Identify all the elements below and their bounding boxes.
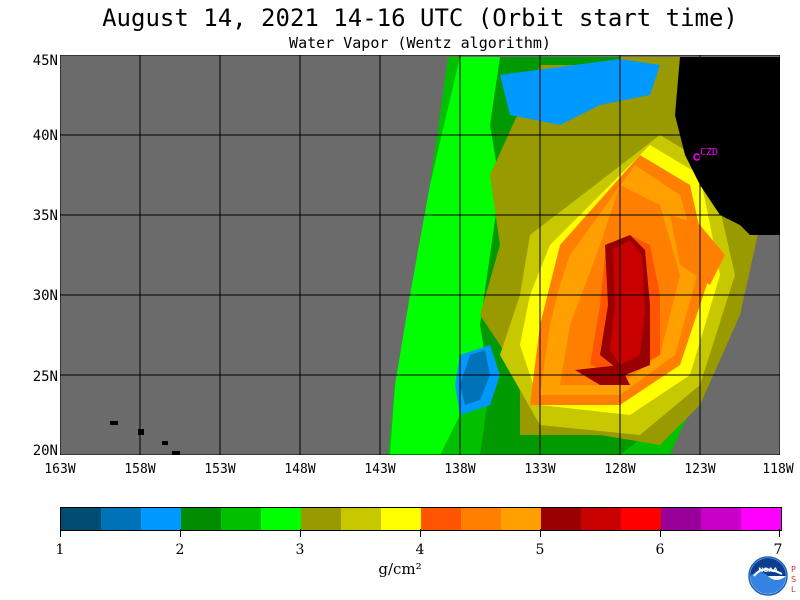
lat-label-40n: 40N: [32, 128, 58, 144]
lon-label-163w: 163W: [44, 462, 76, 477]
colorbar-swatch: [141, 508, 181, 530]
lon-label-158w: 158W: [124, 462, 156, 477]
colorbar: [60, 507, 782, 531]
colorbar-label-7: 7: [773, 542, 783, 558]
colorbar-label-5: 5: [535, 542, 545, 558]
colorbar-swatch: [61, 508, 101, 530]
colorbar-swatch: [461, 508, 501, 530]
lon-label-153w: 153W: [204, 462, 236, 477]
colorbar-swatch: [621, 508, 661, 530]
svg-text:S: S: [791, 575, 796, 584]
island: [110, 421, 118, 425]
island: [138, 429, 144, 435]
psl-logo-letters: P S L: [791, 565, 796, 594]
colorbar-swatch: [261, 508, 301, 530]
colorbar-swatch: [381, 508, 421, 530]
lat-label-30n: 30N: [32, 288, 58, 304]
lon-label-148w: 148W: [284, 462, 316, 477]
noaa-logo-icon: NOAA: [748, 556, 788, 596]
colorbar-label-6: 6: [655, 542, 665, 558]
lon-label-133w: 133W: [524, 462, 556, 477]
map-subtitle: Water Vapor (Wentz algorithm): [289, 34, 551, 52]
colorbar-label-4: 4: [415, 542, 425, 558]
island: [162, 441, 168, 445]
colorbar-swatch: [581, 508, 621, 530]
lat-label-35n: 35N: [32, 208, 58, 224]
colorbar-swatch: [301, 508, 341, 530]
colorbar-swatch: [661, 508, 701, 530]
lat-label-25n: 25N: [32, 369, 58, 385]
colorbar-label-1: 1: [55, 542, 65, 558]
colorbar-swatch: [101, 508, 141, 530]
svg-text:L: L: [791, 585, 796, 594]
map-title: August 14, 2021 14-16 UTC (Orbit start t…: [102, 4, 738, 32]
station-label: CZD: [700, 147, 718, 158]
colorbar-swatch: [341, 508, 381, 530]
land-coast: [675, 57, 780, 235]
svg-text:P: P: [791, 565, 796, 574]
lon-label-118w: 118W: [762, 462, 794, 477]
colorbar-swatch: [421, 508, 461, 530]
lon-label-138w: 138W: [444, 462, 476, 477]
svg-text:NOAA: NOAA: [758, 567, 778, 574]
colorbar-swatch: [221, 508, 261, 530]
lat-label-45n: 45N: [32, 53, 58, 69]
colorbar-swatch: [701, 508, 741, 530]
colorbar-swatch: [741, 508, 781, 530]
water-vapor-map: CZD: [60, 55, 780, 455]
colorbar-label-3: 3: [295, 542, 305, 558]
colorbar-label-2: 2: [175, 542, 185, 558]
colorbar-swatch: [501, 508, 541, 530]
lat-label-20n: 20N: [32, 443, 58, 459]
colorbar-unit: g/cm²: [378, 560, 422, 578]
lat-lon-grid: [60, 55, 780, 455]
lon-label-123w: 123W: [684, 462, 716, 477]
colorbar-swatch: [541, 508, 581, 530]
lon-label-128w: 128W: [604, 462, 636, 477]
lon-label-143w: 143W: [364, 462, 396, 477]
island: [172, 451, 180, 455]
colorbar-ticks: [60, 529, 780, 537]
colorbar-swatch: [181, 508, 221, 530]
